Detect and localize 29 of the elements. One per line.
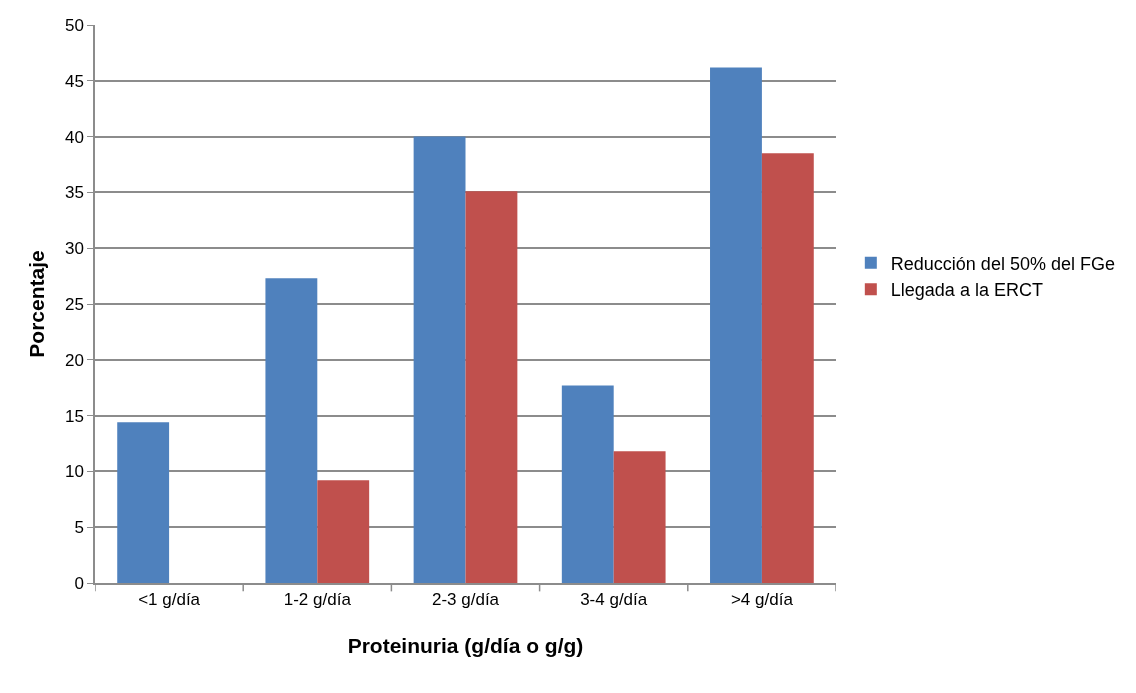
y-tick-label: 25 — [64, 294, 84, 314]
bar — [613, 451, 666, 583]
bar — [561, 385, 614, 583]
x-tick-label: >4 g/día — [730, 590, 794, 610]
bar — [413, 136, 466, 583]
bar — [710, 67, 762, 583]
bar — [317, 480, 370, 583]
bar — [465, 191, 518, 583]
y-tick-label: 0 — [74, 573, 84, 593]
y-tick-label: 45 — [64, 71, 84, 91]
x-tick-label: 3-4 g/día — [580, 590, 648, 610]
bar — [761, 153, 814, 583]
bar — [265, 278, 318, 583]
legend-label: Llegada a la ERCT — [890, 280, 1043, 301]
y-tick-label: 35 — [64, 183, 84, 203]
y-tick-label: 40 — [64, 127, 84, 147]
y-tick-label: 30 — [64, 239, 84, 259]
y-tick-label: 5 — [74, 518, 84, 538]
legend-label: Reducción del 50% del FGe — [890, 253, 1115, 274]
y-tick-label: 10 — [64, 462, 84, 482]
x-tick-label: 1-2 g/día — [283, 590, 352, 610]
y-tick-label: 50 — [64, 15, 84, 35]
y-tick-label: 15 — [64, 406, 84, 426]
x-axis-title: Proteinuria (g/día o g/g) — [347, 633, 584, 657]
x-tick-label: <1 g/día — [138, 590, 201, 610]
x-tick-label: 2-3 g/día — [431, 590, 500, 610]
y-axis-title: Porcentaje — [24, 250, 48, 358]
bar — [117, 422, 170, 583]
y-tick-label: 20 — [64, 350, 84, 370]
